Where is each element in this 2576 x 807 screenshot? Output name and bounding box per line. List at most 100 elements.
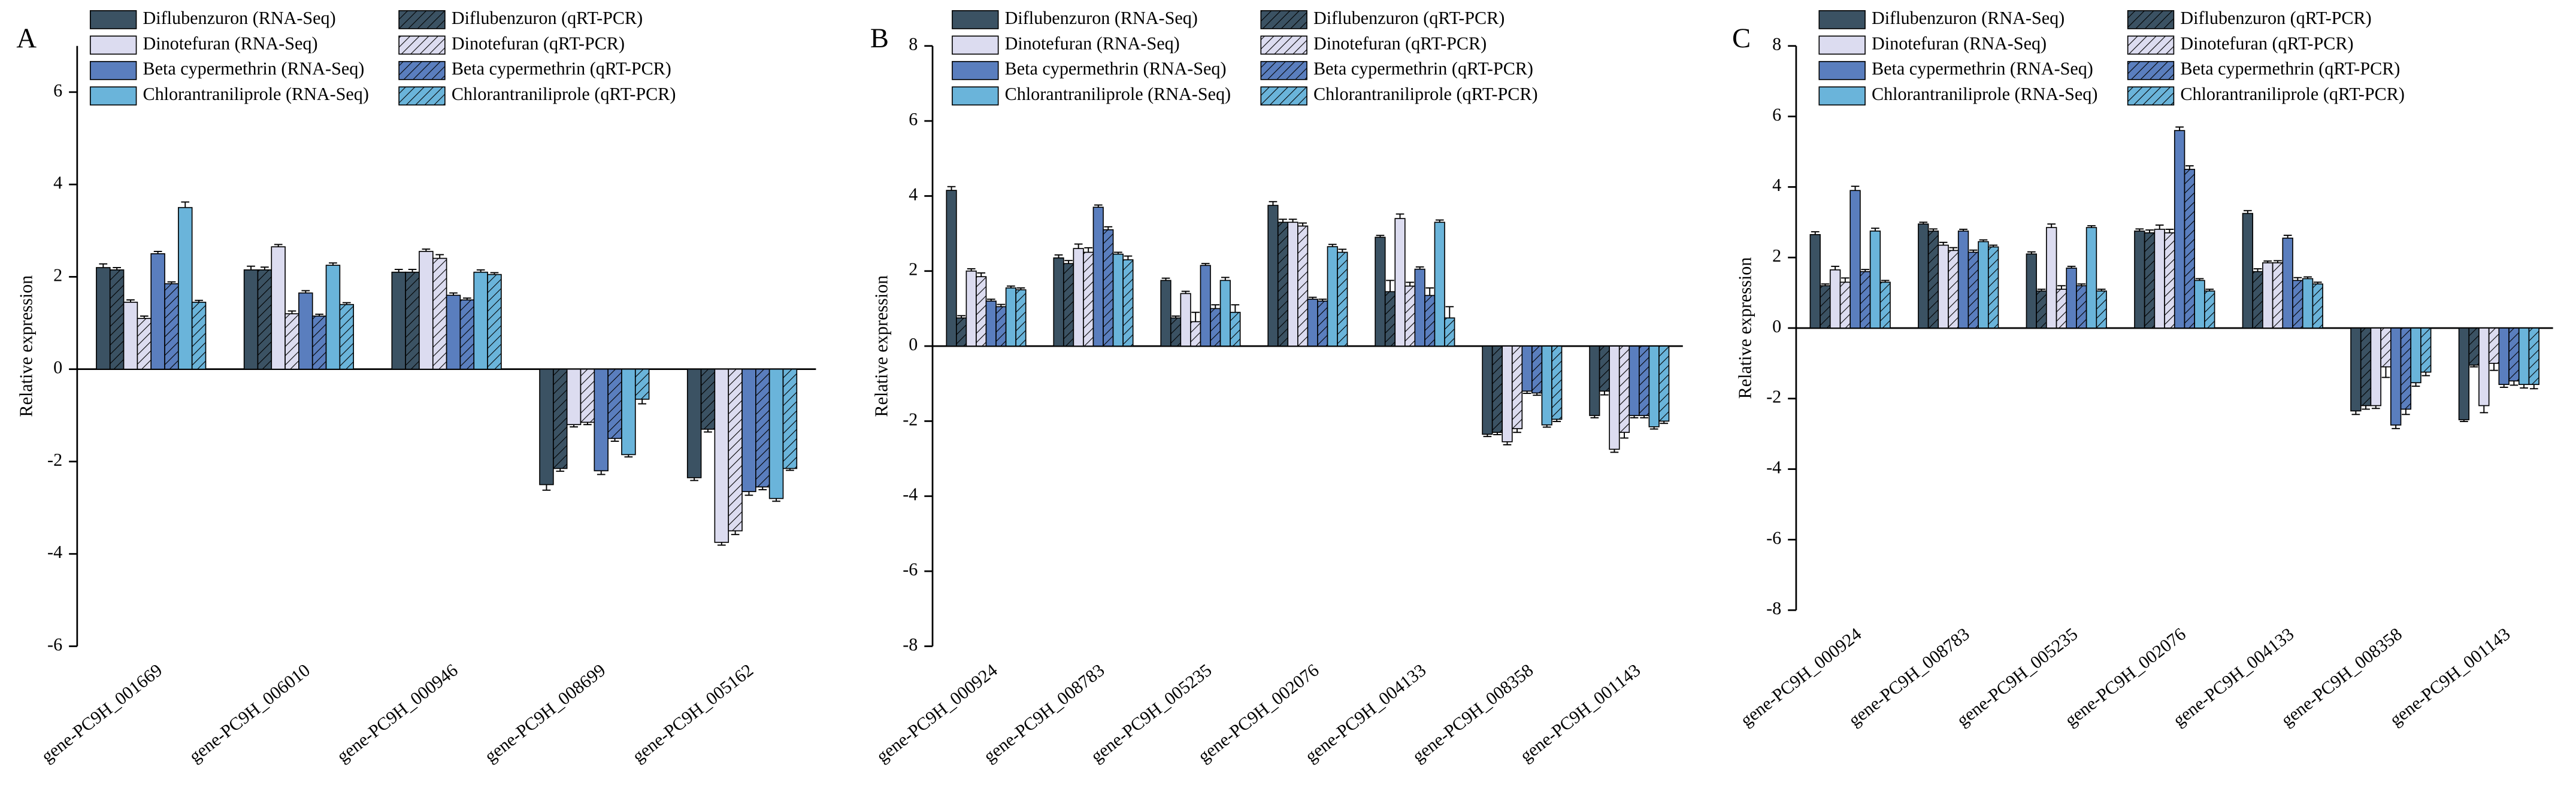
error-bar [2145, 229, 2154, 233]
bar [976, 276, 987, 347]
error-bar [638, 399, 647, 405]
error-bar [1821, 283, 1830, 286]
error-bar [1084, 247, 1093, 253]
error-bar [287, 310, 296, 314]
error-bar [394, 269, 403, 272]
error-bar [260, 266, 269, 270]
error-bar [247, 265, 255, 270]
error-bar [1600, 391, 1609, 396]
bar [1658, 345, 1670, 422]
error-bar [1979, 239, 1988, 242]
legend-label: Beta cypermethrin (qRT-PCR) [452, 59, 671, 79]
bar [137, 318, 152, 370]
error-bar [2274, 260, 2282, 263]
legend-swatch [1260, 60, 1307, 80]
bar [621, 368, 636, 456]
y-axis-label: Relative expression [871, 275, 892, 417]
bar [178, 207, 193, 370]
legend-label: Chlorantraniliprole (qRT-PCR) [1313, 84, 1538, 104]
error-bar [1959, 229, 1967, 231]
error-bar [947, 186, 956, 191]
error-bar [986, 298, 995, 301]
bar [2085, 227, 2097, 329]
error-bar [435, 254, 444, 259]
bar [539, 368, 554, 486]
bar [1957, 230, 1969, 329]
error-bar [490, 272, 499, 275]
error-bar [1861, 269, 1870, 272]
error-bar [1054, 254, 1063, 258]
legend-swatch [1818, 86, 1866, 106]
legend-label: Chlorantraniliprole (qRT-PCR) [452, 84, 676, 104]
error-bar [597, 471, 606, 475]
error-bar [957, 315, 965, 318]
error-bar [167, 281, 176, 284]
legend-label: Chlorantraniliprole (RNA-Seq) [143, 84, 368, 104]
error-bar [1318, 298, 1327, 301]
legend-swatch [2127, 35, 2175, 55]
bar [2026, 253, 2037, 329]
error-bar [195, 299, 203, 302]
error-bar [2529, 384, 2538, 390]
bar [1170, 317, 1182, 347]
error-bar [758, 487, 767, 490]
error-bar [449, 292, 458, 296]
bar [1307, 298, 1318, 347]
bar [1618, 345, 1630, 433]
bar [1200, 265, 1211, 347]
error-bar [1445, 306, 1454, 318]
bar [2420, 327, 2432, 373]
bar [2390, 327, 2402, 426]
bar [325, 265, 341, 370]
legend-label: Beta cypermethrin (RNA-Seq) [143, 59, 364, 79]
y-axis-label: Relative expression [1735, 257, 1755, 399]
bar [1609, 345, 1620, 450]
bar [96, 267, 111, 370]
error-bar [744, 492, 753, 496]
bar [1444, 317, 1455, 347]
bar [2518, 327, 2530, 386]
error-bar [1376, 235, 1385, 238]
error-bar [2253, 268, 2262, 272]
bar [1820, 285, 1831, 329]
bar [1160, 280, 1172, 347]
error-bar [2037, 289, 2046, 292]
error-bar [1522, 391, 1531, 395]
bar [1394, 218, 1406, 347]
error-bar [690, 477, 699, 481]
error-bar [1415, 266, 1424, 269]
bar [1404, 286, 1416, 347]
error-bar [1425, 287, 1434, 296]
bar [1541, 345, 1552, 426]
legend-swatch [952, 86, 999, 106]
bar [2184, 169, 2195, 329]
bar [1869, 230, 1881, 329]
x-tick-label: gene-PC9H_000946 [333, 660, 462, 766]
error-bar [1503, 441, 1512, 445]
error-bar [153, 251, 162, 254]
error-bar [1181, 290, 1190, 294]
legend-label: Dinotefuran (qRT-PCR) [452, 33, 625, 53]
bar [2488, 327, 2500, 364]
error-bar [2283, 235, 2292, 238]
error-bar [2165, 229, 2174, 233]
error-bar [1620, 432, 1628, 439]
error-bar [2097, 289, 2106, 292]
error-bar [1298, 222, 1307, 226]
error-bar [1113, 251, 1122, 254]
error-bar [1172, 315, 1180, 318]
y-tick-label: -2 [903, 409, 918, 429]
bar [473, 271, 488, 370]
bar [607, 368, 622, 439]
y-tick-label: -8 [903, 634, 918, 654]
error-bar [772, 498, 780, 502]
bar [1053, 257, 1064, 347]
bar [284, 313, 299, 370]
panel-label: B [870, 23, 889, 54]
error-bar [2027, 251, 2036, 254]
bar [985, 301, 997, 347]
bar [946, 190, 957, 347]
bar [1180, 293, 1191, 347]
error-bar [1811, 231, 1820, 235]
